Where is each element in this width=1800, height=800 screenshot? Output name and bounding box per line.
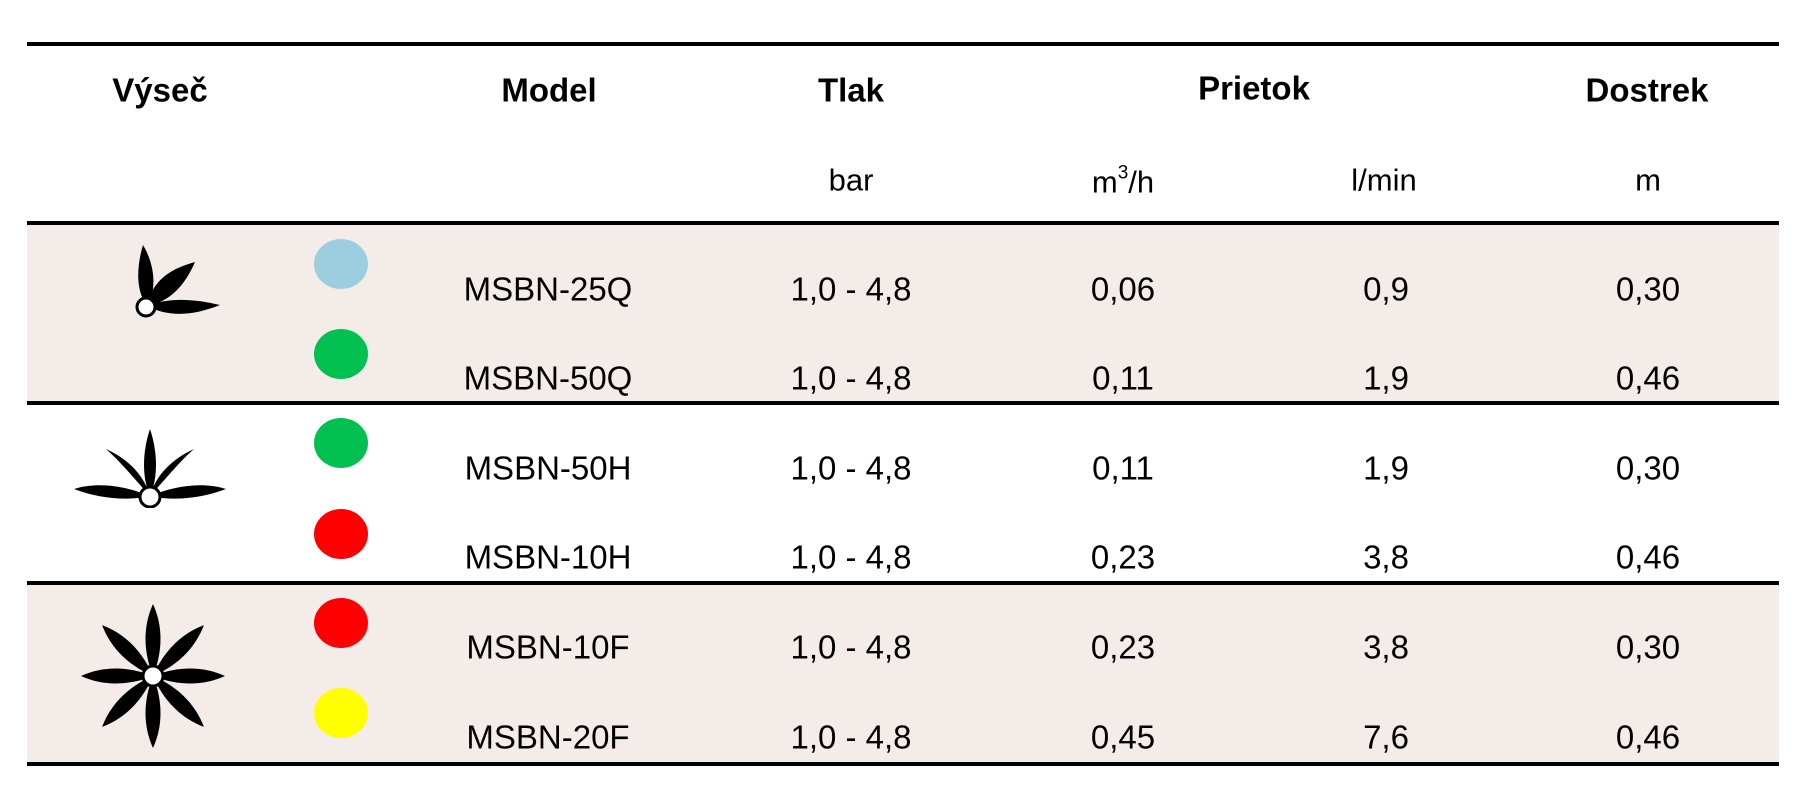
group-divider-2 — [27, 581, 1779, 585]
header-flow: Prietok — [1198, 69, 1310, 107]
cell-flow-lmin: 3,8 — [1363, 538, 1409, 576]
cell-flow-lmin: 0,9 — [1363, 270, 1409, 308]
cell-pressure: 1,0 - 4,8 — [790, 538, 912, 576]
bottom-rule — [27, 762, 1779, 766]
cell-flow-lmin: 7,6 — [1363, 718, 1409, 756]
header-model: Model — [501, 71, 597, 109]
unit-flow-m3h: m3/h — [1091, 162, 1155, 200]
top-rule — [27, 42, 1779, 46]
header-range: Dostrek — [1585, 71, 1709, 109]
header-pressure: Tlak — [817, 71, 885, 109]
cell-model: MSBN-25Q — [463, 270, 633, 308]
cell-model: MSBN-10H — [464, 538, 632, 576]
cell-range: 0,30 — [1615, 270, 1681, 308]
cell-flow-m3h: 0,23 — [1090, 628, 1156, 666]
cell-flow-lmin: 3,8 — [1363, 628, 1409, 666]
cell-model: MSBN-10F — [466, 628, 630, 666]
cell-pressure: 1,0 - 4,8 — [790, 270, 912, 308]
group-divider-1 — [27, 401, 1779, 405]
unit-range: m — [1635, 162, 1661, 198]
cell-flow-lmin: 1,9 — [1363, 359, 1409, 397]
unit-pressure: bar — [828, 162, 874, 198]
cell-range: 0,30 — [1615, 628, 1681, 666]
nozzle-color-dot — [314, 239, 368, 289]
cell-pressure: 1,0 - 4,8 — [790, 628, 912, 666]
unit-flow-lmin: l/min — [1351, 162, 1417, 198]
nozzle-color-dot — [314, 688, 368, 738]
cell-range: 0,46 — [1615, 359, 1681, 397]
nozzle-color-dot — [314, 418, 368, 468]
cell-model: MSBN-50H — [464, 449, 632, 487]
cell-pressure: 1,0 - 4,8 — [790, 718, 912, 756]
nozzle-color-dot — [314, 598, 368, 648]
cell-range: 0,46 — [1615, 538, 1681, 576]
cell-flow-m3h: 0,23 — [1090, 538, 1156, 576]
nozzle-color-dot — [314, 329, 368, 379]
cell-pressure: 1,0 - 4,8 — [790, 359, 912, 397]
quarter-circle-spray-icon — [135, 245, 220, 318]
cell-flow-lmin: 1,9 — [1363, 449, 1409, 487]
cell-flow-m3h: 0,45 — [1090, 718, 1156, 756]
cell-flow-m3h: 0,11 — [1092, 449, 1154, 487]
cell-model: MSBN-20F — [466, 718, 630, 756]
nozzle-color-dot — [314, 509, 368, 559]
cell-range: 0,30 — [1615, 449, 1681, 487]
half-circle-spray-icon — [74, 429, 226, 508]
cell-flow-m3h: 0,11 — [1092, 359, 1154, 397]
header-rule — [27, 221, 1779, 225]
full-circle-spray-icon — [81, 604, 225, 748]
header-sector: Výseč — [112, 71, 208, 109]
cell-flow-m3h: 0,06 — [1090, 270, 1156, 308]
cell-range: 0,46 — [1615, 718, 1681, 756]
cell-pressure: 1,0 - 4,8 — [790, 449, 912, 487]
cell-model: MSBN-50Q — [463, 359, 633, 397]
